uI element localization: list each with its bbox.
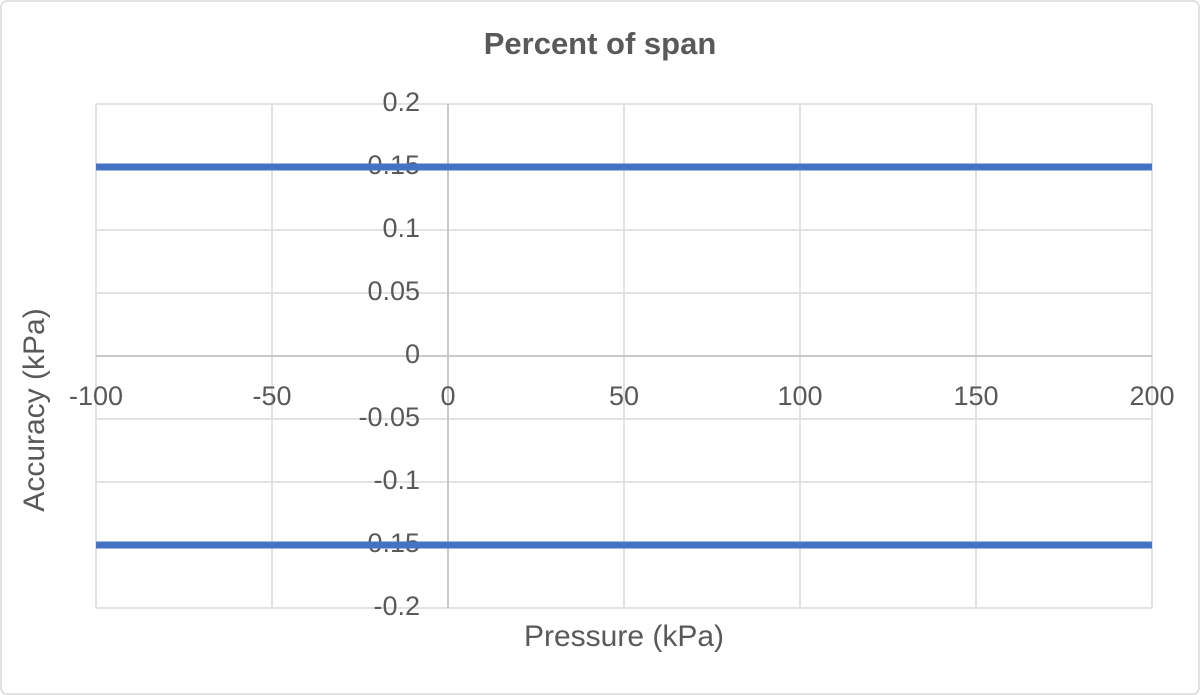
chart-title: Percent of span — [484, 26, 717, 61]
y-axis-title: Accuracy (kPa) — [18, 308, 51, 511]
x-tick-label: 200 — [1129, 381, 1174, 411]
y-tick-label: 0.2 — [382, 87, 420, 117]
y-tick-label: 0.05 — [367, 276, 420, 306]
x-axis-title: Pressure (kPa) — [524, 620, 724, 653]
y-tick-label: -0.2 — [373, 591, 420, 621]
x-tick-label: -50 — [252, 381, 291, 411]
y-tick-label: -0.1 — [373, 465, 420, 495]
x-tick-label: 0 — [440, 381, 455, 411]
y-tick-label: 0 — [405, 339, 420, 369]
x-tick-label: 100 — [777, 381, 822, 411]
y-tick-label: 0.1 — [382, 213, 420, 243]
x-tick-label: -100 — [69, 381, 123, 411]
y-tick-label: -0.05 — [358, 402, 420, 432]
x-tick-label: 50 — [609, 381, 639, 411]
x-tick-label: 150 — [953, 381, 998, 411]
